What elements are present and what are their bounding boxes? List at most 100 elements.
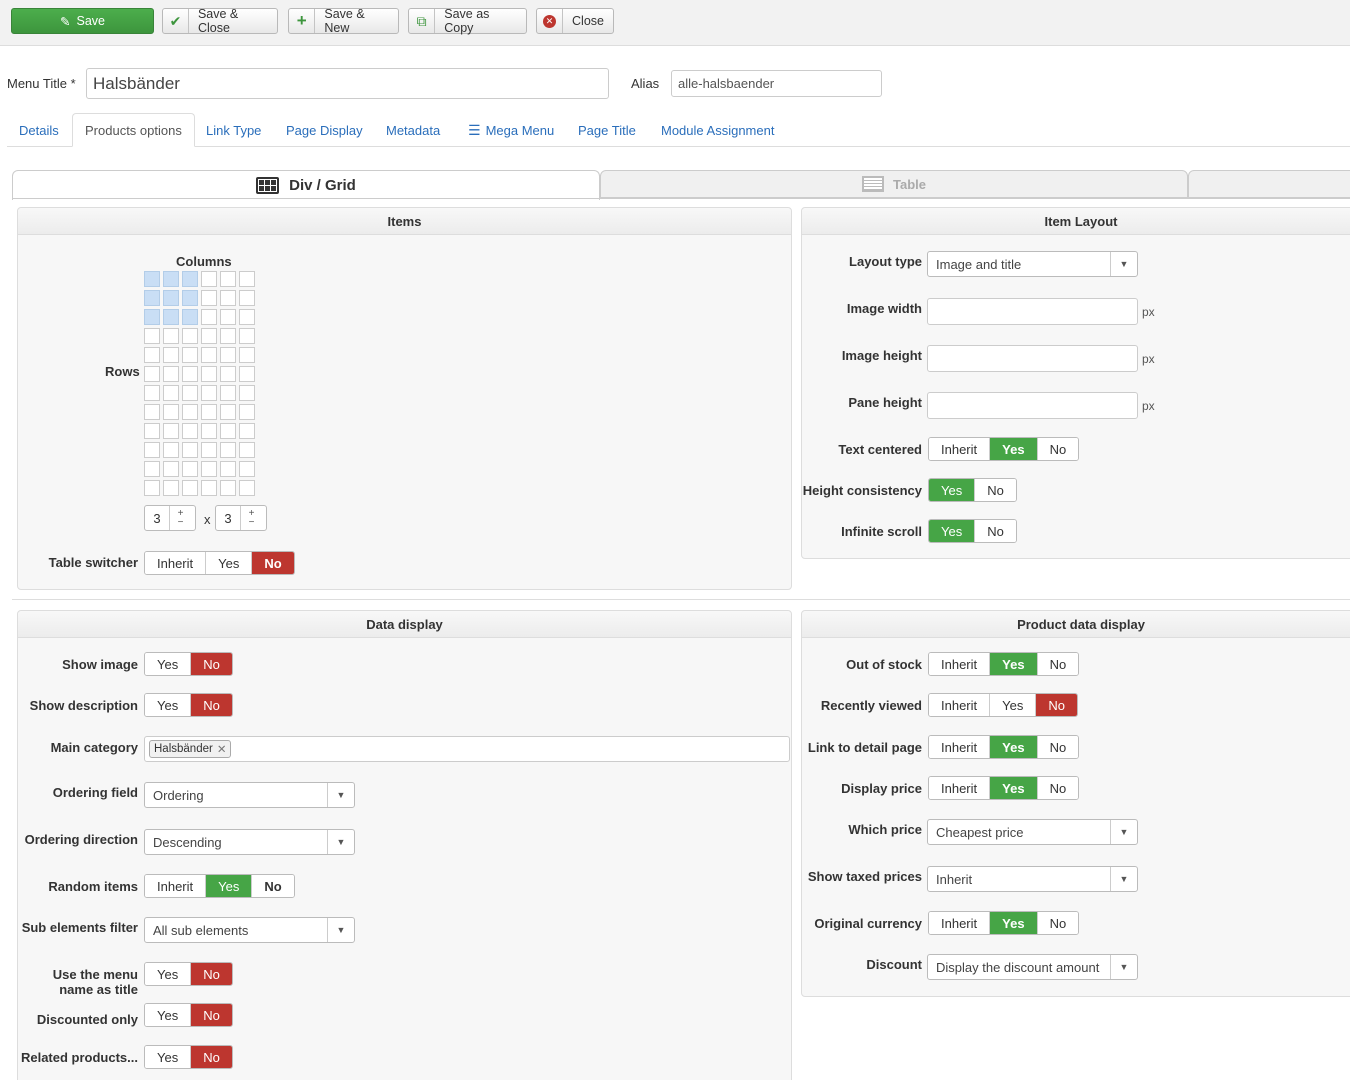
- grid-cell[interactable]: [182, 423, 198, 439]
- grid-cell[interactable]: [144, 480, 160, 496]
- grid-cell[interactable]: [239, 404, 255, 420]
- grid-cell[interactable]: [201, 404, 217, 420]
- use-menu-name-toggle[interactable]: Yes No: [144, 962, 233, 986]
- grid-cell[interactable]: [239, 385, 255, 401]
- link-detail-toggle[interactable]: Inherit Yes No: [928, 735, 1080, 759]
- grid-cell[interactable]: [220, 423, 236, 439]
- grid-cell[interactable]: [144, 423, 160, 439]
- menu-title-input[interactable]: Halsbänder: [86, 68, 609, 99]
- option-no[interactable]: No: [1037, 777, 1079, 799]
- grid-cell[interactable]: [201, 423, 217, 439]
- option-yes[interactable]: Yes: [145, 1046, 192, 1068]
- grid-cell[interactable]: [220, 271, 236, 287]
- option-no[interactable]: No: [975, 520, 1016, 542]
- display-price-toggle[interactable]: Inherit Yes No: [928, 776, 1080, 800]
- text-centered-toggle[interactable]: Inherit Yes No: [928, 437, 1080, 461]
- grid-cell[interactable]: [239, 480, 255, 496]
- option-yes[interactable]: Yes: [990, 653, 1038, 675]
- grid-cell[interactable]: [144, 366, 160, 382]
- option-yes[interactable]: Yes: [929, 479, 976, 501]
- grid-cell[interactable]: [201, 461, 217, 477]
- sub-elements-select[interactable]: All sub elements ▼: [144, 917, 355, 943]
- grid-cell[interactable]: [239, 442, 255, 458]
- grid-cell[interactable]: [182, 404, 198, 420]
- option-yes[interactable]: Yes: [145, 694, 192, 716]
- option-no[interactable]: No: [975, 479, 1016, 501]
- grid-cell[interactable]: [163, 480, 179, 496]
- option-yes[interactable]: Yes: [990, 694, 1037, 716]
- grid-cell[interactable]: [144, 347, 160, 363]
- option-no[interactable]: No: [191, 1046, 232, 1068]
- grid-cell[interactable]: [239, 461, 255, 477]
- option-yes[interactable]: Yes: [145, 963, 192, 985]
- grid-cell[interactable]: [163, 347, 179, 363]
- option-inherit[interactable]: Inherit: [145, 552, 207, 574]
- grid-cell[interactable]: [239, 271, 255, 287]
- random-items-toggle[interactable]: Inherit Yes No: [144, 874, 295, 898]
- option-inherit[interactable]: Inherit: [929, 777, 991, 799]
- option-yes[interactable]: Yes: [145, 653, 192, 675]
- grid-cell[interactable]: [144, 309, 160, 325]
- main-category-field[interactable]: Halsbänder ✕: [144, 736, 790, 762]
- grid-cell[interactable]: [220, 309, 236, 325]
- grid-cell[interactable]: [163, 366, 179, 382]
- grid-cell[interactable]: [220, 385, 236, 401]
- columns-stepper[interactable]: 3 + −: [144, 505, 196, 531]
- image-height-input[interactable]: [927, 345, 1138, 372]
- show-description-toggle[interactable]: Yes No: [144, 693, 233, 717]
- grid-cell[interactable]: [163, 404, 179, 420]
- tab-products-options[interactable]: Products options: [72, 113, 195, 147]
- option-inherit[interactable]: Inherit: [929, 694, 991, 716]
- grid-cell[interactable]: [201, 328, 217, 344]
- grid-cell[interactable]: [144, 328, 160, 344]
- grid-cell[interactable]: [163, 271, 179, 287]
- tab-page-display[interactable]: Page Display: [286, 122, 363, 138]
- option-no[interactable]: No: [252, 875, 294, 897]
- grid-cell[interactable]: [163, 290, 179, 306]
- option-inherit[interactable]: Inherit: [929, 736, 991, 758]
- view-tab-table[interactable]: Table: [600, 170, 1188, 198]
- grid-cell[interactable]: [182, 385, 198, 401]
- grid-cell[interactable]: [182, 442, 198, 458]
- show-taxed-select[interactable]: Inherit ▼: [927, 866, 1138, 892]
- grid-cell[interactable]: [201, 271, 217, 287]
- related-products-toggle[interactable]: Yes No: [144, 1045, 233, 1069]
- option-yes[interactable]: Yes: [206, 552, 253, 574]
- recently-viewed-toggle[interactable]: Inherit Yes No: [928, 693, 1078, 717]
- grid-cell[interactable]: [144, 271, 160, 287]
- out-of-stock-toggle[interactable]: Inherit Yes No: [928, 652, 1080, 676]
- rows-stepper[interactable]: 3 + −: [215, 505, 267, 531]
- save-copy-button[interactable]: ⧉ Save as Copy: [408, 7, 527, 35]
- grid-cell[interactable]: [239, 290, 255, 306]
- grid-cell[interactable]: [163, 328, 179, 344]
- option-yes[interactable]: Yes: [929, 520, 976, 542]
- grid-cell[interactable]: [144, 461, 160, 477]
- option-no[interactable]: No: [191, 963, 232, 985]
- grid-cell[interactable]: [201, 347, 217, 363]
- option-inherit[interactable]: Inherit: [145, 875, 207, 897]
- close-button[interactable]: ✕ Close: [536, 8, 614, 34]
- ordering-direction-select[interactable]: Descending ▼: [144, 829, 355, 855]
- grid-cell[interactable]: [201, 442, 217, 458]
- option-inherit[interactable]: Inherit: [929, 438, 991, 460]
- grid-cell[interactable]: [239, 366, 255, 382]
- tab-link-type[interactable]: Link Type: [206, 122, 262, 138]
- option-yes[interactable]: Yes: [990, 777, 1038, 799]
- infinite-scroll-toggle[interactable]: Yes No: [928, 519, 1017, 543]
- grid-cell[interactable]: [201, 480, 217, 496]
- grid-cell[interactable]: [201, 309, 217, 325]
- grid-cell[interactable]: [182, 461, 198, 477]
- grid-cell[interactable]: [182, 290, 198, 306]
- option-no[interactable]: No: [191, 694, 232, 716]
- grid-selector[interactable]: [144, 271, 255, 496]
- option-no[interactable]: No: [1036, 694, 1077, 716]
- discounted-only-toggle[interactable]: Yes No: [144, 1003, 233, 1027]
- option-no[interactable]: No: [191, 1004, 232, 1026]
- save-button[interactable]: ✎ Save: [11, 8, 154, 34]
- save-new-button[interactable]: + Save & New: [288, 7, 399, 35]
- layout-type-select[interactable]: Image and title ▼: [927, 251, 1138, 277]
- option-no[interactable]: No: [191, 653, 232, 675]
- save-close-button[interactable]: ✔ Save & Close: [162, 7, 278, 35]
- show-image-toggle[interactable]: Yes No: [144, 652, 233, 676]
- option-yes[interactable]: Yes: [145, 1004, 192, 1026]
